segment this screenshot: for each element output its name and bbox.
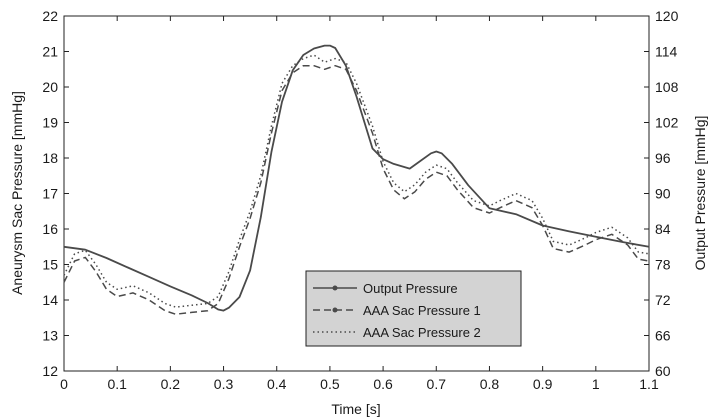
- y-tick-label-right: 102: [655, 115, 679, 131]
- legend-label-aaa-sac-pressure-1: AAA Sac Pressure 1: [363, 303, 481, 318]
- x-tick-label: 0.7: [427, 376, 447, 392]
- x-tick-label: 0.9: [533, 376, 553, 392]
- x-tick-label: 0.2: [161, 376, 181, 392]
- y-tick-label-left: 14: [42, 292, 58, 308]
- y-tick-label-left: 21: [42, 44, 58, 60]
- tick-marks: [63, 15, 650, 372]
- legend-label-aaa-sac-pressure-2: AAA Sac Pressure 2: [363, 325, 481, 340]
- y-tick-label-right: 60: [655, 363, 671, 379]
- y-tick-label-right: 78: [655, 257, 671, 273]
- y-tick-label-right: 84: [655, 221, 671, 237]
- y-tick-label-left: 16: [42, 221, 58, 237]
- y-tick-label-left: 20: [42, 79, 58, 95]
- legend-box: [305, 270, 522, 347]
- y-tick-label-right: 114: [655, 44, 678, 60]
- x-tick-label: 0.5: [320, 376, 340, 392]
- legend-marker-aaa-sac-pressure-1: [332, 307, 338, 313]
- legend: Output Pressure AAA Sac Pressure 1 AAA S…: [305, 270, 522, 347]
- x-tick-label: 0.4: [267, 376, 287, 392]
- series-line-aaa-sac-pressure-1: [63, 64, 650, 315]
- x-axis-label: Time [s]: [331, 401, 380, 417]
- y-tick-label-right: 108: [655, 79, 679, 95]
- series-line-output-pressure: [63, 44, 650, 312]
- y-tick-label-right: 72: [655, 292, 671, 308]
- legend-label-output-pressure: Output Pressure: [363, 281, 458, 296]
- y-tick-label-right: 120: [655, 8, 679, 24]
- y-tick-label-left: 22: [42, 8, 58, 24]
- legend-marker-output-pressure: [332, 285, 338, 291]
- y-tick-label-left: 18: [42, 150, 58, 166]
- y-axis-label-right: Output Pressure [mmHg]: [692, 116, 708, 271]
- x-tick-label: 0.6: [373, 376, 393, 392]
- y-tick-label-left: 13: [42, 328, 58, 344]
- x-tick-label: 0.1: [107, 376, 127, 392]
- y-tick-label-left: 19: [42, 115, 58, 131]
- tick-labels: 0 0.1 0.2 0.3 0.4 0.5 0.6 0.7 0.8 0.9 1 1.1 12 13 14 15…: [42, 8, 678, 392]
- y-tick-label-right: 96: [655, 150, 671, 166]
- y-tick-label-right: 66: [655, 328, 671, 344]
- y-tick-label-left: 17: [42, 186, 58, 202]
- y-axis-label-left: Aneurysm Sac Pressure [mmHg]: [9, 91, 25, 295]
- y-tick-label-left: 12: [42, 363, 58, 379]
- x-tick-label: 1.1: [639, 376, 659, 392]
- y-tick-label-right: 90: [655, 186, 671, 202]
- x-tick-label: 0.3: [214, 376, 234, 392]
- x-tick-label: 0: [60, 376, 68, 392]
- x-tick-label: 0.8: [480, 376, 500, 392]
- y-tick-label-left: 15: [42, 257, 58, 273]
- x-tick-label: 1: [592, 376, 600, 392]
- series-lines: [63, 44, 650, 315]
